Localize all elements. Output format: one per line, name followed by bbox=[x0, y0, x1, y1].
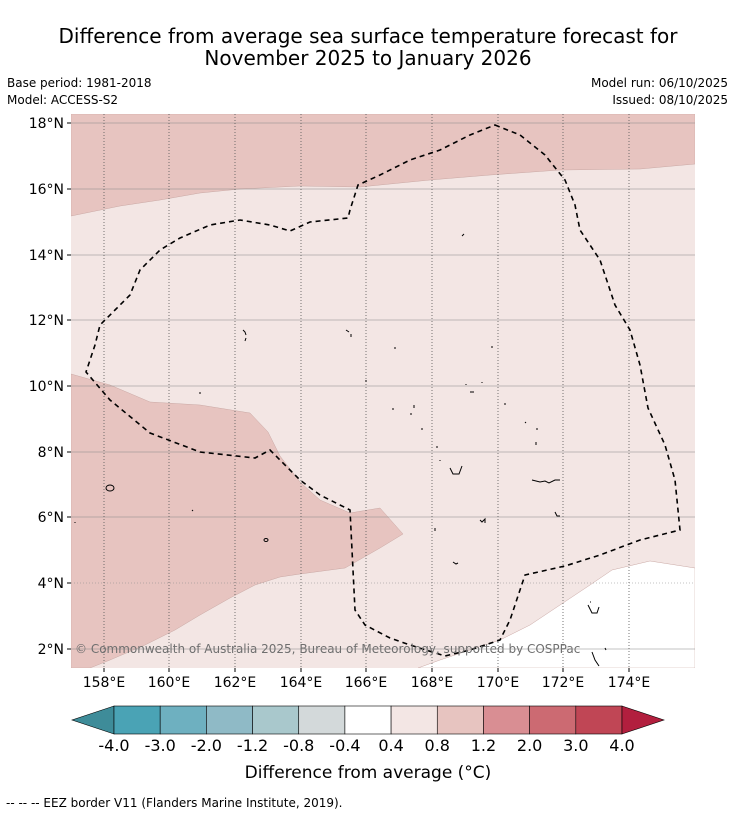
latitude-labels: 18°N 16°N 14°N 12°N 10°N 8°N 6°N 4°N 2°N bbox=[29, 116, 64, 658]
colorbar-tick-label: -1.2 bbox=[236, 736, 269, 755]
lat-label: 2°N bbox=[38, 642, 64, 658]
colorbar-tick-label: -0.8 bbox=[283, 736, 315, 755]
lon-label: 172°E bbox=[542, 675, 585, 691]
island bbox=[587, 601, 600, 614]
anomaly-0.8-1.2-north bbox=[71, 114, 695, 217]
longitude-gridlines bbox=[103, 114, 630, 668]
colorbar bbox=[71, 705, 665, 735]
lat-label: 18°N bbox=[29, 116, 64, 132]
map-title-line1: Difference from average sea surface temp… bbox=[58, 24, 678, 48]
island bbox=[263, 538, 269, 542]
island bbox=[392, 405, 423, 430]
island bbox=[465, 382, 483, 393]
copyright-notice: © Commonwealth of Australia 2025, Bureau… bbox=[75, 642, 580, 656]
latitude-gridlines bbox=[71, 122, 695, 650]
colorbar-swatch bbox=[529, 705, 577, 735]
lat-label: 8°N bbox=[38, 445, 64, 461]
colorbar-tick-label: -3.0 bbox=[144, 736, 176, 755]
lon-label: 166°E bbox=[345, 675, 388, 691]
model-name: Model: ACCESS-S2 bbox=[7, 93, 119, 107]
lon-label: 160°E bbox=[148, 675, 191, 691]
lat-label: 16°N bbox=[29, 182, 64, 198]
lon-label: 164°E bbox=[280, 675, 323, 691]
lon-label: 162°E bbox=[214, 675, 257, 691]
eez-legend: -- -- -- EEZ border V11 (Flanders Marine… bbox=[6, 796, 343, 810]
base-period: Base period: 1981-2018 bbox=[7, 76, 152, 90]
island bbox=[74, 380, 367, 523]
colorbar-swatch bbox=[298, 705, 346, 735]
island bbox=[504, 403, 538, 445]
anomaly-0.8-1.2-southwest bbox=[71, 373, 404, 668]
colorbar-tick-label: -0.4 bbox=[329, 736, 361, 755]
island bbox=[531, 479, 560, 484]
map-plot-area bbox=[71, 114, 695, 668]
lat-label: 12°N bbox=[29, 313, 64, 329]
colorbar-swatch bbox=[390, 705, 438, 735]
axis-ticks bbox=[67, 122, 630, 672]
colorbar-extend-high bbox=[621, 705, 665, 735]
colorbar-tick-label: 4.0 bbox=[609, 736, 635, 755]
island bbox=[554, 511, 560, 517]
model-run: Model run: 06/10/2025 bbox=[590, 76, 728, 90]
colorbar-tick-label: 1.2 bbox=[470, 736, 497, 755]
colorbar-swatch bbox=[436, 705, 484, 735]
lon-label: 158°E bbox=[83, 675, 126, 691]
island bbox=[452, 561, 459, 565]
lon-label: 168°E bbox=[411, 675, 454, 691]
island bbox=[449, 465, 463, 475]
colorbar-swatch bbox=[113, 705, 161, 735]
colorbar-title: Difference from average (°C) bbox=[244, 763, 492, 783]
colorbar-tick-label: 0.8 bbox=[424, 736, 450, 755]
lat-label: 4°N bbox=[38, 576, 64, 592]
lon-label: 170°E bbox=[477, 675, 520, 691]
colorbar-swatch bbox=[159, 705, 207, 735]
island bbox=[345, 329, 352, 337]
lat-label: 6°N bbox=[38, 510, 64, 526]
colorbar-swatch bbox=[344, 705, 392, 735]
island bbox=[461, 233, 465, 237]
lat-label: 10°N bbox=[29, 379, 64, 395]
colorbar-tick-label: -4.0 bbox=[98, 736, 130, 755]
lon-label: 174°E bbox=[608, 675, 651, 691]
anomaly-near-zero-southeast bbox=[417, 560, 695, 668]
colorbar-swatch bbox=[575, 705, 623, 735]
island bbox=[436, 446, 441, 461]
colorbar-swatch bbox=[483, 705, 530, 735]
colorbar-tick-label: -2.0 bbox=[190, 736, 222, 755]
map-title-line2: November 2025 to January 2026 bbox=[204, 46, 532, 70]
colorbar-extend-low bbox=[71, 705, 115, 735]
eez-border bbox=[85, 124, 681, 657]
colorbar-tick-label: 2.0 bbox=[516, 736, 543, 755]
colorbar-swatch bbox=[252, 705, 300, 735]
island bbox=[591, 647, 607, 667]
issued-date: Issued: 08/10/2025 bbox=[612, 93, 728, 107]
islands bbox=[74, 233, 607, 667]
island bbox=[479, 517, 486, 523]
colorbar-swatch bbox=[206, 705, 253, 735]
longitude-labels: 158°E 160°E 162°E 164°E 166°E 168°E 170°… bbox=[83, 675, 651, 691]
lat-label: 14°N bbox=[29, 248, 64, 264]
colorbar-tick-label: 3.0 bbox=[563, 736, 589, 755]
island bbox=[105, 484, 115, 492]
colorbar-tick-label: 0.4 bbox=[378, 736, 404, 755]
island bbox=[242, 329, 247, 342]
